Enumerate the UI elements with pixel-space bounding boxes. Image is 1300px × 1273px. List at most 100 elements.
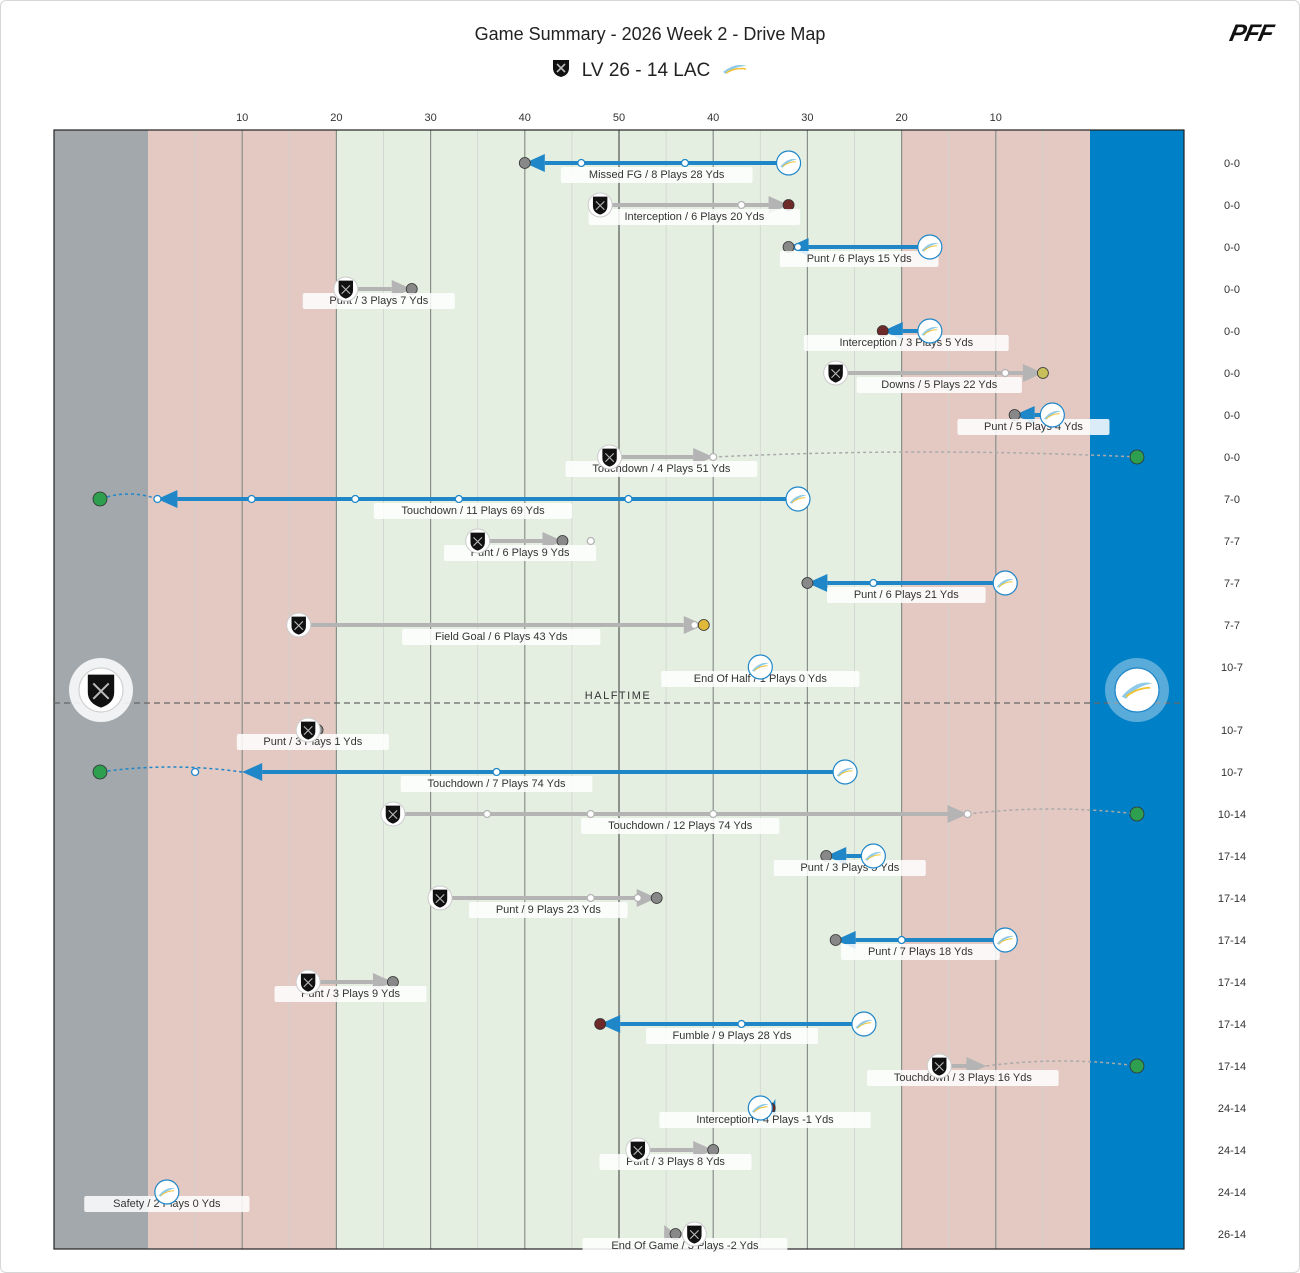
drive-label-bg <box>469 902 628 918</box>
drive-end-dot <box>669 1228 682 1240</box>
drive-end-dot <box>829 934 842 946</box>
play-marker <box>351 494 360 504</box>
raiders-drive-logo-icon-swords <box>435 894 445 904</box>
td-extension-line <box>99 766 243 773</box>
raiders-drive-logo-icon-swords <box>595 201 605 211</box>
chargers-drive-logo-icon-stripe <box>753 665 768 671</box>
away-score: 26 <box>608 60 630 82</box>
drive-end-dot <box>92 491 108 507</box>
drive-label-bg <box>236 734 389 750</box>
drive-score: 10-7 <box>1221 767 1243 779</box>
drive-label: Fumble / 9 Plays 28 Yds <box>673 1030 793 1042</box>
drive-label: Touchdown / 4 Plays 51 Yds <box>592 463 730 475</box>
drive-label: Punt / 9 Plays 23 Yds <box>496 904 601 916</box>
drive-label: Missed FG / 8 Plays 28 Yds <box>589 169 725 181</box>
play-marker <box>586 893 595 903</box>
drive-label: Punt / 3 Plays 5 Yds <box>800 862 899 874</box>
play-marker <box>963 809 972 819</box>
drive-score: 0-0 <box>1224 200 1240 212</box>
drive-label: Touchdown / 12 Plays 74 Yds <box>608 820 753 832</box>
chargers-drive-logo-icon <box>917 318 943 344</box>
raiders-drive-logo-icon-swords <box>633 1146 643 1156</box>
drive-end-dot <box>650 892 663 904</box>
yard-tick-label: 10 <box>990 112 1002 124</box>
chargers-drive-logo-icon <box>860 843 886 869</box>
drive-row: Touchdown / 3 Plays 16 Yds 17-14 <box>867 1057 1246 1086</box>
raiders-drive-logo-icon <box>286 612 312 638</box>
drive-label-bg <box>582 1238 788 1254</box>
play-marker <box>482 809 492 819</box>
score-dash: - <box>635 60 642 82</box>
drive-label-bg <box>841 944 1000 960</box>
drive-row: Touchdown / 4 Plays 51 Yds 0-0 <box>565 448 1240 477</box>
raiders-drive-logo-icon-swords <box>294 621 304 631</box>
drive-label-bg <box>646 1028 818 1044</box>
play-marker <box>1001 368 1010 378</box>
chargers-big-logo-icon-stripe <box>1125 686 1151 698</box>
drive-label-bg <box>779 251 939 267</box>
play-marker <box>454 494 464 504</box>
drive-label-bg <box>581 818 780 834</box>
drive-label-bg <box>856 377 1022 393</box>
chargers-drive-logo-icon-stripe <box>923 329 938 335</box>
drive-end-dot <box>697 619 710 631</box>
drive-label-bg <box>400 776 593 792</box>
raiders-drive-logo-icon <box>380 801 406 827</box>
drive-row: Fumble / 9 Plays 28 Yds 17-14 <box>594 1015 1246 1044</box>
raiders-big-logo-icon <box>78 667 124 713</box>
raiders-drive-logo-icon-swords <box>934 1062 944 1072</box>
td-extension-line <box>986 1060 1138 1067</box>
drive-label: Touchdown / 7 Plays 74 Yds <box>428 778 566 790</box>
home-abbr: LAC <box>673 60 711 82</box>
drive-score: 7-7 <box>1224 578 1240 590</box>
drive-score: 26-14 <box>1218 1229 1246 1241</box>
yard-tick-label: 40 <box>707 112 719 124</box>
drive-score: 24-14 <box>1218 1145 1246 1157</box>
yard-tick-label: 30 <box>801 112 813 124</box>
chargers-drive-logo-icon <box>917 234 943 260</box>
drive-score: 7-7 <box>1224 620 1240 632</box>
raiders-drive-logo-icon <box>295 717 321 743</box>
chargers-drive-logo-icon <box>747 1095 773 1121</box>
drive-label-bg <box>560 167 753 183</box>
drive-arrow-head <box>524 154 545 172</box>
drive-row: Downs / 5 Plays 22 Yds 0-0 <box>835 364 1240 393</box>
play-marker <box>737 200 746 210</box>
drive-score: 17-14 <box>1218 1061 1246 1073</box>
drive-end-dot <box>92 764 108 780</box>
drive-score: 17-14 <box>1218 935 1246 947</box>
drive-score: 0-0 <box>1224 368 1240 380</box>
drive-end-dot <box>387 976 399 988</box>
drive-end-dot <box>405 283 418 295</box>
raiders-drive-logo-icon <box>681 1221 707 1247</box>
play-marker <box>709 809 718 819</box>
drive-score: 17-14 <box>1218 1019 1246 1031</box>
raiders-drive-logo-icon <box>597 444 623 470</box>
drive-score: 24-14 <box>1218 1103 1246 1115</box>
chargers-drive-logo-icon-stripe <box>782 161 796 167</box>
yard-tick-label: 10 <box>236 112 248 124</box>
play-marker <box>247 494 256 504</box>
drive-arrow-head <box>807 574 828 592</box>
drive-label-bg <box>827 587 986 603</box>
yard-tick-label: 50 <box>613 112 625 124</box>
play-marker <box>577 158 586 168</box>
yard-tick-label: 40 <box>519 112 531 124</box>
drive-arrow-head <box>157 490 178 508</box>
drive-row: Interception / 3 Plays 5 Yds 0-0 <box>803 322 1240 351</box>
chargers-drive-logo-icon <box>832 759 858 785</box>
drive-label: Punt / 7 Plays 18 Yds <box>868 946 973 958</box>
drive-label: End Of Game / 3 Plays -2 Yds <box>611 1240 759 1252</box>
drive-end-dot <box>1129 449 1145 465</box>
drive-row: Touchdown / 12 Plays 74 Yds 10-14 <box>392 805 1246 834</box>
chargers-drive-logo-icon-stripe <box>998 581 1013 587</box>
chargers-drive-logo-icon <box>992 570 1018 596</box>
drive-end-dot <box>876 325 889 337</box>
drive-label-bg <box>588 209 801 225</box>
drive-score: 0-0 <box>1224 284 1240 296</box>
drive-label: Downs / 5 Plays 22 Yds <box>881 379 997 391</box>
drive-score: 0-0 <box>1224 410 1240 422</box>
play-marker <box>737 1019 746 1029</box>
chargers-big-logo-icon <box>1114 667 1160 713</box>
drive-label-bg <box>957 419 1110 435</box>
